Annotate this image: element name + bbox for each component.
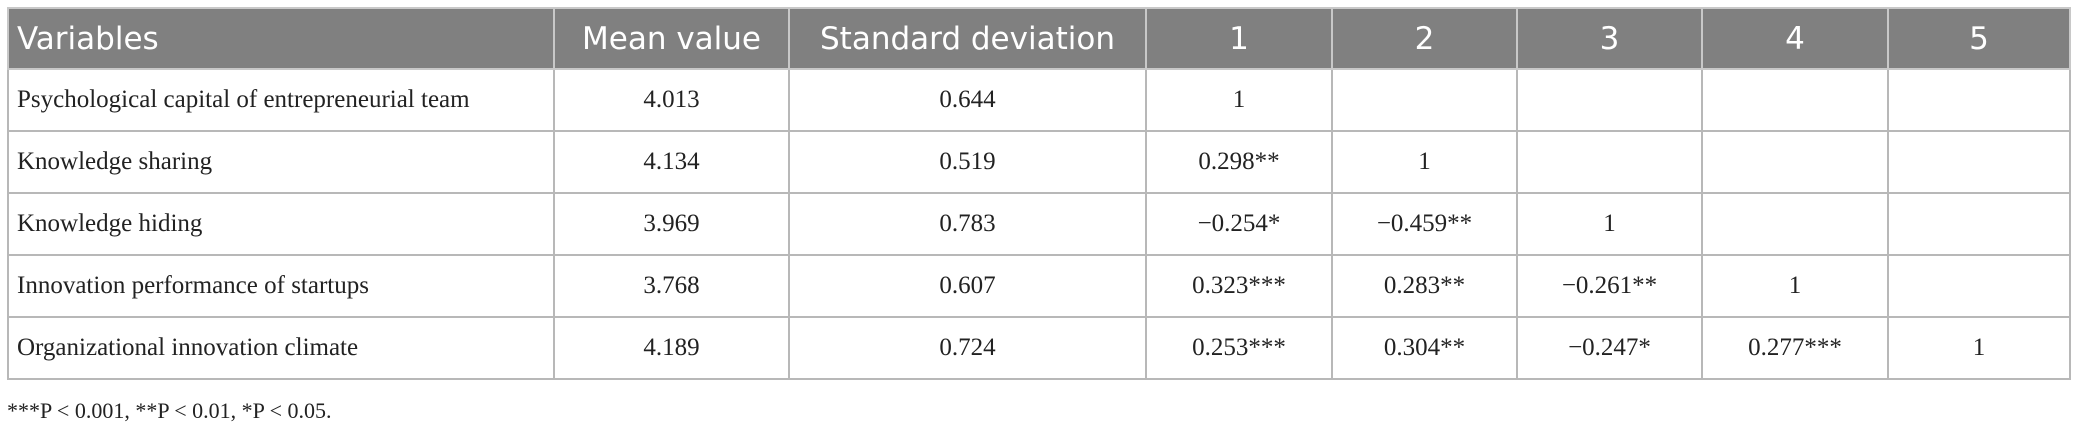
header-cell: 1: [1145, 7, 1333, 70]
table-cell: −0.459**: [1331, 192, 1518, 256]
table-cell: −0.254*: [1145, 192, 1333, 256]
correlation-table: Variables Mean value Standard deviation 1 2 3…: [7, 7, 2071, 380]
table-cell: 1: [1145, 68, 1333, 132]
table-cell: 4.013: [553, 68, 790, 132]
table-cell: 3.768: [553, 254, 790, 318]
table-cell: 0.298**: [1145, 130, 1333, 194]
table-cell: Psychological capital of entrepreneurial…: [7, 68, 555, 132]
table-cell: 0.519: [788, 130, 1147, 194]
table-row: Innovation performance of startups 3.768 0…: [7, 254, 2071, 318]
table-cell: 1: [1887, 316, 2071, 380]
table-cell: −0.261**: [1516, 254, 1703, 318]
empty-cell: [1887, 130, 2071, 194]
table-row: Knowledge hiding 3.969 0.783 −0.254* −0.459*…: [7, 192, 2071, 256]
table-body: Psychological capital of entrepreneurial…: [7, 68, 2071, 380]
empty-cell: [1887, 68, 2071, 132]
header-cell: 2: [1331, 7, 1518, 70]
table-row: Psychological capital of entrepreneurial…: [7, 68, 2071, 132]
table-cell: 0.783: [788, 192, 1147, 256]
table-cell: 1: [1331, 130, 1518, 194]
empty-cell: [1701, 130, 1889, 194]
table-cell: 0.277***: [1701, 316, 1889, 380]
table-cell: 0.607: [788, 254, 1147, 318]
empty-cell: [1516, 130, 1703, 194]
table-cell: 4.134: [553, 130, 790, 194]
table-cell: 0.724: [788, 316, 1147, 380]
table-cell: Knowledge hiding: [7, 192, 555, 256]
footnote: ***P < 0.001, **P < 0.01, *P < 0.05.: [7, 398, 332, 423]
table-cell: 0.644: [788, 68, 1147, 132]
table-cell: 1: [1701, 254, 1889, 318]
table-container: Variables Mean value Standard deviation 1 2 3…: [7, 7, 2071, 380]
empty-cell: [1516, 68, 1703, 132]
table-cell: 0.253***: [1145, 316, 1333, 380]
table-cell: 3.969: [553, 192, 790, 256]
header-cell: 3: [1516, 7, 1703, 70]
empty-cell: [1331, 68, 1518, 132]
header-cell: Standard deviation: [788, 7, 1147, 70]
table-cell: Innovation performance of startups: [7, 254, 555, 318]
table-cell: Knowledge sharing: [7, 130, 555, 194]
header-cell: Mean value: [553, 7, 790, 70]
table-cell: −0.247*: [1516, 316, 1703, 380]
empty-cell: [1701, 192, 1889, 256]
table-cell: Organizational innovation climate: [7, 316, 555, 380]
table-row: Organizational innovation climate 4.189 0.…: [7, 316, 2071, 380]
header-row: Variables Mean value Standard deviation 1 2 3…: [7, 7, 2071, 70]
empty-cell: [1887, 192, 2071, 256]
empty-cell: [1887, 254, 2071, 318]
table-cell: 1: [1516, 192, 1703, 256]
table-cell: 0.283**: [1331, 254, 1518, 318]
header-cell: 5: [1887, 7, 2071, 70]
table-cell: 0.323***: [1145, 254, 1333, 318]
empty-cell: [1701, 68, 1889, 132]
table-cell: 0.304**: [1331, 316, 1518, 380]
table-row: Knowledge sharing 4.134 0.519 0.298** 1: [7, 130, 2071, 194]
header-cell: Variables: [7, 7, 555, 70]
table-cell: 4.189: [553, 316, 790, 380]
header-cell: 4: [1701, 7, 1889, 70]
